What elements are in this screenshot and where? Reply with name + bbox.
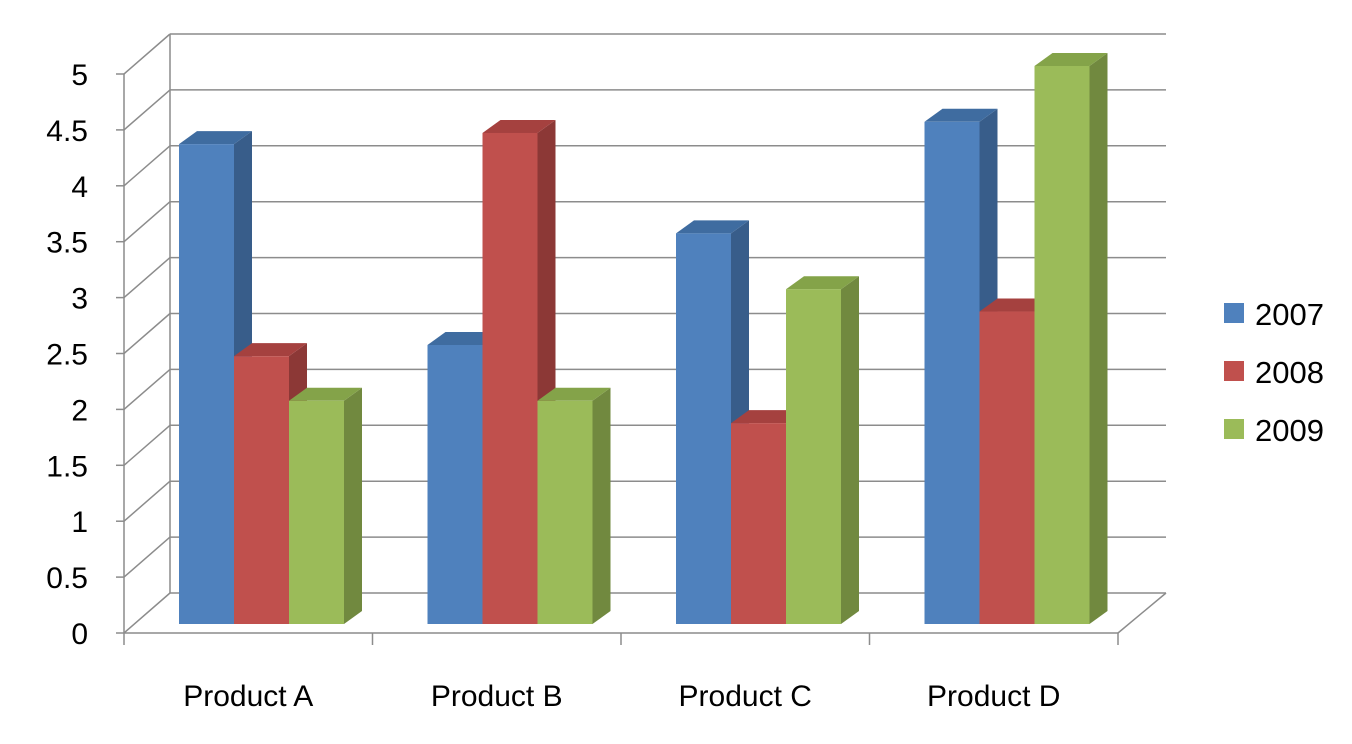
bar-top	[979, 298, 1053, 312]
gridline-side	[123, 480, 171, 522]
bar-top	[289, 387, 362, 401]
bar-front	[786, 289, 841, 624]
bar-front	[676, 233, 731, 624]
bar-front	[537, 400, 593, 624]
bar-front	[731, 423, 786, 624]
bar-top	[676, 220, 749, 234]
legend-swatch	[1224, 419, 1244, 439]
gridline-side	[123, 536, 171, 578]
legend-swatch	[1224, 303, 1244, 323]
bar-top	[234, 343, 307, 357]
x-tick-label: Product C	[679, 680, 812, 713]
legend: 2007 2008 2009	[1224, 297, 1324, 448]
legend-label: 2007	[1255, 297, 1324, 332]
x-tick-label: Product B	[431, 680, 563, 713]
bar-side	[841, 276, 859, 624]
bar-front	[289, 400, 344, 624]
y-tick-label: 1.5	[46, 450, 88, 483]
bar-front	[427, 345, 483, 624]
y-tick-label: 0	[71, 618, 88, 651]
bar-side	[344, 387, 362, 624]
bar	[537, 387, 611, 624]
y-tick-label: 3	[71, 283, 88, 316]
bar-side	[1089, 53, 1108, 624]
bars	[179, 53, 1108, 625]
bar-top	[1034, 53, 1108, 66]
bar-top	[482, 119, 556, 133]
bar	[786, 276, 859, 624]
bar-top	[179, 131, 252, 145]
bar-front	[482, 132, 538, 624]
y-tick-label: 4	[71, 171, 88, 204]
gridline-side	[123, 201, 171, 243]
legend-swatch	[1224, 361, 1244, 381]
bar-front	[979, 311, 1035, 624]
legend-label: 2009	[1255, 413, 1324, 448]
bar-top	[537, 387, 611, 401]
bar-top	[427, 332, 501, 345]
axis-labels: 0 0.5 1 1.5 2 2.5 3 3.5 4 4.5 5 Product A Product B P…	[46, 59, 1060, 713]
legend-item: 2008	[1224, 355, 1324, 390]
floor-edge	[1117, 592, 1167, 634]
y-tick-label: 4.5	[46, 115, 88, 148]
bar-front	[1034, 66, 1090, 624]
bar-top	[731, 410, 804, 424]
bar-front	[924, 121, 980, 625]
gridline-side	[123, 424, 171, 466]
gridline-side	[123, 312, 171, 355]
bar-side	[592, 387, 611, 624]
legend-label: 2008	[1255, 355, 1324, 390]
bar	[1034, 53, 1108, 624]
x-tick-label: Product A	[183, 680, 313, 713]
y-tick-label: 2	[71, 394, 88, 427]
bar	[289, 387, 362, 624]
y-tick-label: 1	[71, 506, 88, 539]
gridline-side	[123, 33, 171, 75]
gridline-side	[123, 89, 171, 131]
x-tick-label: Product D	[927, 680, 1060, 713]
y-tick-label: 5	[71, 59, 88, 92]
legend-item: 2007	[1224, 297, 1324, 332]
bar-front	[179, 144, 234, 624]
gridline-side	[123, 368, 171, 410]
gridline-side	[123, 257, 171, 299]
gridline-side	[123, 145, 171, 187]
bar-top	[786, 276, 859, 290]
bar-front	[234, 356, 289, 624]
gridline-side	[123, 592, 171, 634]
y-tick-label: 3.5	[46, 227, 88, 260]
axes	[116, 73, 1167, 645]
y-tick-label: 0.5	[46, 562, 88, 595]
bar-top	[924, 108, 998, 122]
legend-item: 2009	[1224, 413, 1324, 448]
y-tick-label: 2.5	[46, 339, 88, 372]
